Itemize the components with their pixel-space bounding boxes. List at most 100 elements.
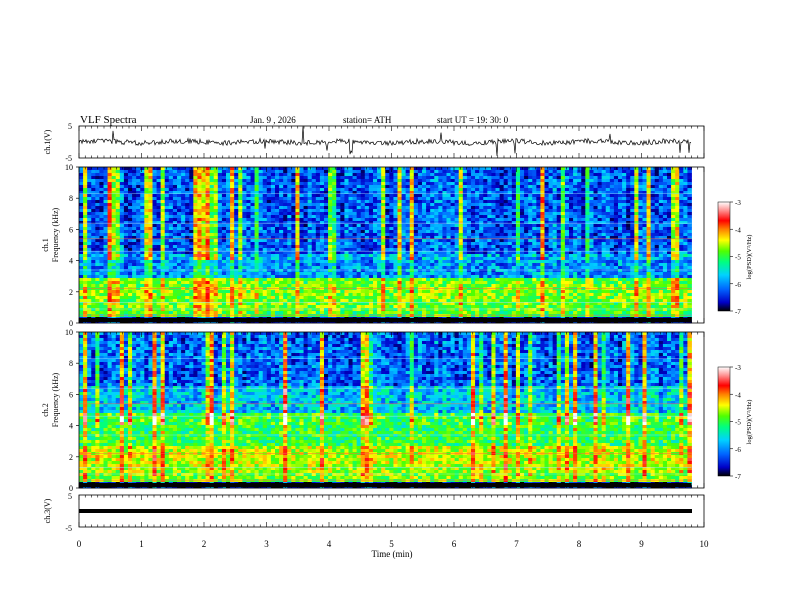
spectrogram-cell	[197, 296, 202, 300]
spectrogram-cell	[250, 185, 255, 189]
spectrogram-cell	[434, 218, 439, 222]
spectrogram-cell	[315, 200, 321, 204]
spectrogram-cell	[462, 266, 468, 270]
spectrogram-cell	[136, 239, 141, 243]
spectrogram-cell	[136, 242, 141, 246]
spectrogram-cell	[128, 305, 133, 309]
spectrogram-cell	[83, 173, 88, 177]
spectrogram-cell	[356, 197, 362, 201]
spectrogram-cell	[356, 188, 362, 192]
spectrogram-cell	[307, 200, 313, 204]
spectrogram-cell	[250, 230, 255, 234]
spectrogram-cell	[417, 185, 423, 189]
spectrogram-cell	[107, 263, 113, 267]
spectrogram-cell	[373, 194, 378, 198]
spectrogram-cell	[430, 218, 435, 222]
spectrogram-cell	[328, 242, 333, 246]
spectrogram-cell	[299, 260, 304, 264]
spectrogram-cell	[140, 314, 145, 318]
spectrogram-cell	[303, 209, 309, 213]
spectrogram-cell	[156, 230, 162, 234]
spectrogram-cell	[462, 209, 468, 213]
spectrogram-cell	[307, 239, 313, 243]
spectrogram-cell	[442, 224, 447, 228]
spectrogram-cell	[413, 290, 419, 294]
spectrogram-cell	[266, 191, 272, 195]
spectrogram-cell	[168, 188, 174, 192]
spectrogram-cell	[242, 302, 247, 306]
spectrogram-cell	[266, 257, 272, 261]
spectrogram-cell	[242, 308, 247, 312]
spectrogram-cell	[450, 296, 456, 300]
spectrogram-cell	[87, 173, 92, 177]
spectrogram-cell	[95, 206, 100, 210]
spectrogram-cell	[368, 308, 374, 312]
spectrogram-cell	[373, 191, 378, 195]
spectrogram-cell	[160, 200, 166, 204]
spectrogram-cell	[364, 293, 370, 297]
spectrogram-cell	[209, 191, 215, 195]
spectrogram-cell	[287, 281, 292, 285]
spectrogram-cell	[434, 188, 439, 192]
spectrogram-cell	[332, 299, 337, 303]
spectrogram-cell	[348, 305, 353, 309]
spectrogram-cell	[221, 272, 227, 276]
spectrogram-cell	[238, 179, 243, 183]
spectrogram-cell	[307, 227, 313, 231]
spectrogram-cell	[226, 302, 231, 306]
spectrogram-cell	[87, 272, 92, 276]
spectrogram-cell	[221, 284, 227, 288]
spectrogram-cell	[397, 272, 402, 276]
spectrogram-cell	[307, 224, 313, 228]
spectrogram-cell	[144, 170, 149, 174]
spectrogram-cell	[91, 293, 96, 297]
spectrogram-cell	[360, 188, 366, 192]
spectrogram-cell	[324, 218, 329, 222]
spectrogram-cell	[454, 281, 460, 285]
spectrogram-cell	[324, 236, 329, 240]
spectrogram-cell	[177, 191, 182, 195]
spectrogram-cell	[177, 212, 182, 216]
spectrogram-cell	[434, 311, 439, 315]
spectrogram-cell	[324, 308, 329, 312]
spectrogram-cell	[230, 188, 235, 192]
spectrogram-cell	[426, 173, 431, 177]
spectrogram-cell	[385, 179, 390, 183]
spectrogram-cell	[279, 296, 284, 300]
spectrogram-cell	[91, 308, 96, 312]
spectrogram-cell	[258, 260, 264, 264]
spectrogram-cell	[450, 212, 456, 216]
spectrogram-cell	[409, 308, 415, 312]
spectrogram-cell	[95, 260, 100, 264]
spectrogram-cell	[205, 170, 211, 174]
spectrogram-cell	[115, 254, 121, 258]
spectrogram-cell	[140, 299, 145, 303]
spectrogram-cell	[352, 275, 358, 279]
spectrogram-cell	[217, 218, 223, 222]
spectrogram-cell	[262, 167, 268, 171]
spectrogram-cell	[393, 170, 398, 174]
spectrogram-cell	[417, 194, 423, 198]
spectrogram-cell	[279, 302, 284, 306]
spectrogram-cell	[356, 245, 362, 249]
spectrogram-cell	[266, 254, 272, 258]
spectrogram-cell	[205, 209, 211, 213]
spectrogram-cell	[266, 293, 272, 297]
spectrogram-cell	[454, 293, 460, 297]
spectrogram-cell	[79, 167, 84, 171]
spectrogram-cell	[397, 221, 402, 225]
spectrogram-cell	[364, 254, 370, 258]
spectrogram-cell	[205, 173, 211, 177]
spectrogram-cell	[168, 296, 174, 300]
spectrogram-cell	[226, 191, 231, 195]
spectrogram-cell	[295, 248, 300, 252]
spectrogram-cell	[246, 176, 251, 180]
spectrogram-cell	[311, 200, 317, 204]
spectrogram-cell	[119, 236, 125, 240]
spectrogram-cell	[446, 284, 451, 288]
spectrogram-cell	[115, 218, 121, 222]
spectrogram-cell	[319, 182, 325, 186]
spectrogram-cell	[344, 179, 349, 183]
spectrogram-cell	[99, 254, 104, 258]
spectrogram-cell	[250, 296, 255, 300]
